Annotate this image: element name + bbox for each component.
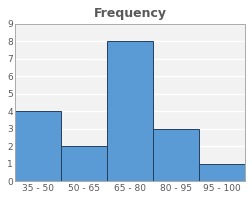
Bar <box>107 41 153 181</box>
Bar <box>199 164 245 181</box>
Bar <box>153 129 199 181</box>
Title: Frequency: Frequency <box>94 7 167 20</box>
Bar <box>15 111 61 181</box>
Bar <box>61 146 107 181</box>
